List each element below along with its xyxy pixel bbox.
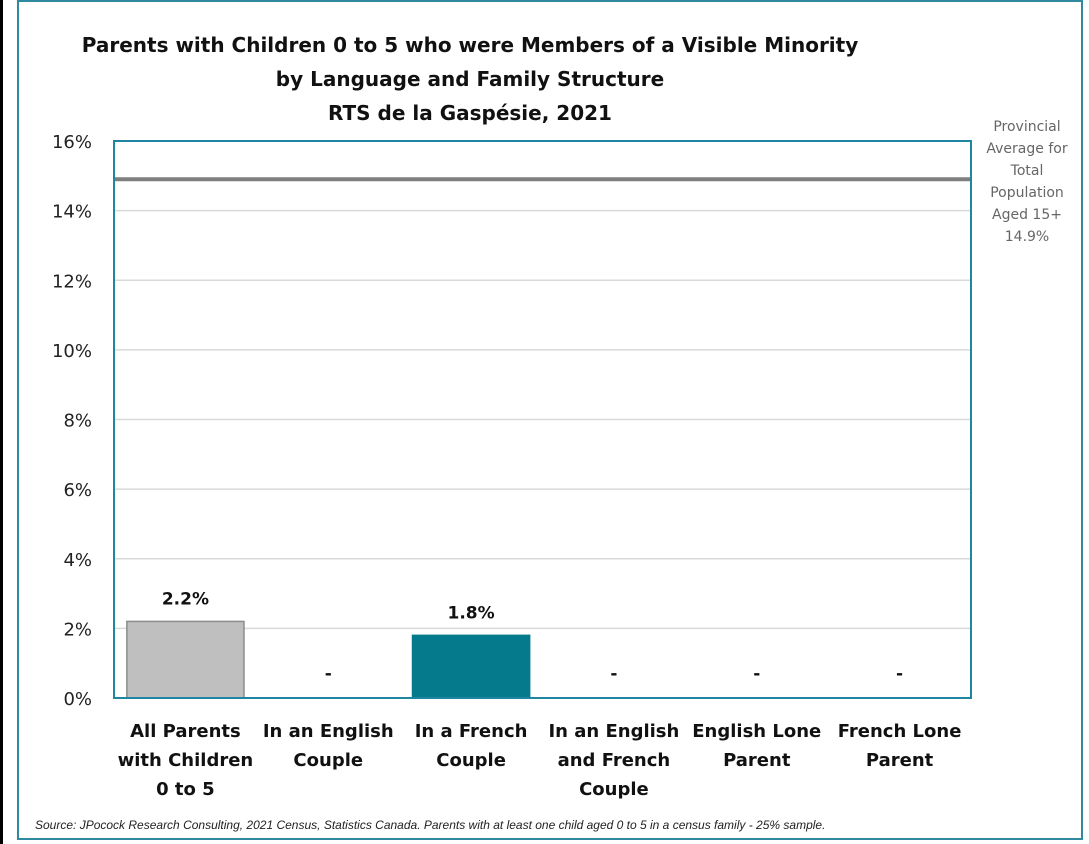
x-category-label: French Lone Parent — [838, 721, 962, 771]
data-label: - — [896, 664, 903, 684]
chart-title: Parents with Children 0 to 5 who were Me… — [20, 28, 920, 130]
data-label: - — [610, 664, 617, 684]
plot-area-border — [113, 140, 972, 699]
y-tick-label: 12% — [52, 271, 92, 292]
bar — [411, 634, 531, 699]
x-category-label-line: and French — [558, 750, 671, 771]
x-category-label: In a French Couple — [415, 721, 528, 771]
data-label: - — [753, 664, 760, 684]
x-category-label: All Parents with Children 0 to 5 — [118, 721, 254, 800]
x-category-label-line: with Children — [118, 750, 254, 771]
x-category-label-line: Couple — [579, 779, 649, 800]
data-label: 2.2% — [162, 589, 209, 609]
chart-title-line-2: by Language and Family Structure — [275, 67, 665, 91]
y-tick-label: 10% — [52, 341, 92, 362]
x-category-label-line: French Lone — [838, 721, 962, 742]
y-tick-label: 16% — [52, 132, 92, 153]
provincial-average-label-line: Aged 15+ — [992, 207, 1062, 223]
x-category-label-line: Couple — [293, 750, 363, 771]
x-category-label-line: 0 to 5 — [156, 779, 215, 800]
x-category-label: English Lone Parent — [692, 721, 821, 771]
x-category-label-line: Couple — [436, 750, 506, 771]
provincial-average-label-line: 14.9% — [1005, 229, 1049, 245]
provincial-average-label-line: Population — [990, 185, 1064, 201]
left-edge-strip — [0, 0, 3, 844]
y-tick-label: 4% — [63, 550, 92, 571]
x-category-label-line: All Parents — [130, 721, 241, 742]
provincial-average-label-line: Total — [1010, 163, 1044, 179]
x-category-label-line: Parent — [866, 750, 934, 771]
provincial-average-label-line: Average for — [986, 141, 1067, 157]
y-tick-label: 6% — [63, 480, 92, 501]
x-category-label-line: In an English — [548, 721, 679, 742]
source-note: Source: JPocock Research Consulting, 202… — [35, 818, 826, 832]
x-category-label-line: In a French — [415, 721, 528, 742]
chart-title-line-3: RTS de la Gaspésie, 2021 — [328, 101, 612, 125]
data-label: 1.8% — [448, 603, 495, 623]
x-category-label-line: English Lone — [692, 721, 821, 742]
x-category-label-line: Parent — [723, 750, 791, 771]
y-tick-label: 2% — [63, 619, 92, 640]
chart-title-line-1: Parents with Children 0 to 5 who were Me… — [81, 33, 859, 57]
x-category-label: In an English Couple — [263, 721, 394, 771]
x-category-label-line: In an English — [263, 721, 394, 742]
data-label: - — [325, 664, 332, 684]
provincial-average-label-line: Provincial — [993, 119, 1060, 135]
y-tick-label: 8% — [63, 411, 92, 432]
x-category-label: In an English and French Couple — [548, 721, 679, 800]
y-tick-label: 0% — [63, 689, 92, 710]
y-tick-label: 14% — [52, 202, 92, 223]
provincial-average-label: Provincial Average for Total Population Aged… — [986, 119, 1067, 245]
bar — [126, 620, 245, 699]
